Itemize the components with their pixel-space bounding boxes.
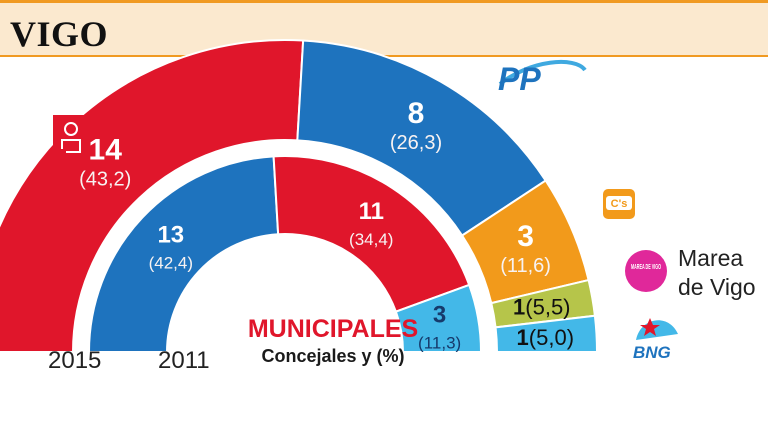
hemicycle-2011: [87, 155, 483, 353]
pct-label-2011-pp: (42,4): [149, 253, 193, 272]
marea-label-line1: Marea: [678, 245, 743, 271]
slice-2011-psoe: [272, 155, 471, 313]
seat-label-2011-pp: 13: [157, 221, 184, 248]
slice-2011-pp: [87, 155, 280, 353]
year-label-2015: 2015: [48, 347, 101, 374]
pct-label-2015-psoe: (43,2): [79, 168, 131, 190]
page-title: VIGO: [10, 14, 109, 54]
pct-label-2011-bng: (11,3): [418, 334, 461, 353]
chart-title: MUNICIPALES: [248, 315, 418, 343]
seat-label-2015-c-s: 3: [517, 220, 534, 253]
bng-logo-text: BNG: [633, 343, 671, 362]
seat-label-2015-pp: 8: [408, 97, 425, 130]
accent-bar: [0, 0, 768, 3]
seat-label-2015-marea-de-vigo: 1(5,5): [513, 295, 571, 320]
pct-label-2015-pp: (26,3): [390, 132, 442, 154]
marea-de-vigo-logo-icon: MAREA DE VIGO: [625, 250, 667, 292]
pp-logo-icon: PP: [498, 59, 587, 97]
slice-2011-bng: [394, 283, 483, 353]
cs-logo-text: C's: [611, 198, 628, 210]
pct-label-2015-c-s: (11,6): [500, 255, 551, 277]
marea-label-line2: de Vigo: [678, 274, 756, 300]
psoe-logo-icon: [53, 115, 90, 158]
chart-subtitle: Concejales y (%): [261, 346, 404, 366]
slice-2015-bng: [494, 314, 599, 353]
pp-logo-text: PP: [498, 61, 541, 97]
pct-label-2011-psoe: (34,4): [349, 230, 393, 249]
seat-label-2015-bng: 1(5,0): [517, 325, 575, 350]
year-label-2011: 2011: [158, 347, 210, 374]
bng-logo-icon: BNG: [633, 318, 678, 362]
seat-label-2011-bng: 3: [433, 302, 446, 329]
seat-label-2015-psoe: 14: [89, 133, 123, 166]
slice-labels: 14(43,2)8(26,3)3(11,6)1(5,5)1(5,0)13(42,…: [79, 97, 574, 353]
seat-label-2011-psoe: 11: [359, 198, 384, 225]
cs-logo-icon: C's: [603, 189, 635, 219]
header-band: VIGO: [0, 3, 768, 55]
slice-2015-psoe: [0, 39, 305, 353]
hemicycle-2015: [0, 39, 599, 353]
marea-logo-text: MAREA DE VIGO: [631, 264, 661, 271]
